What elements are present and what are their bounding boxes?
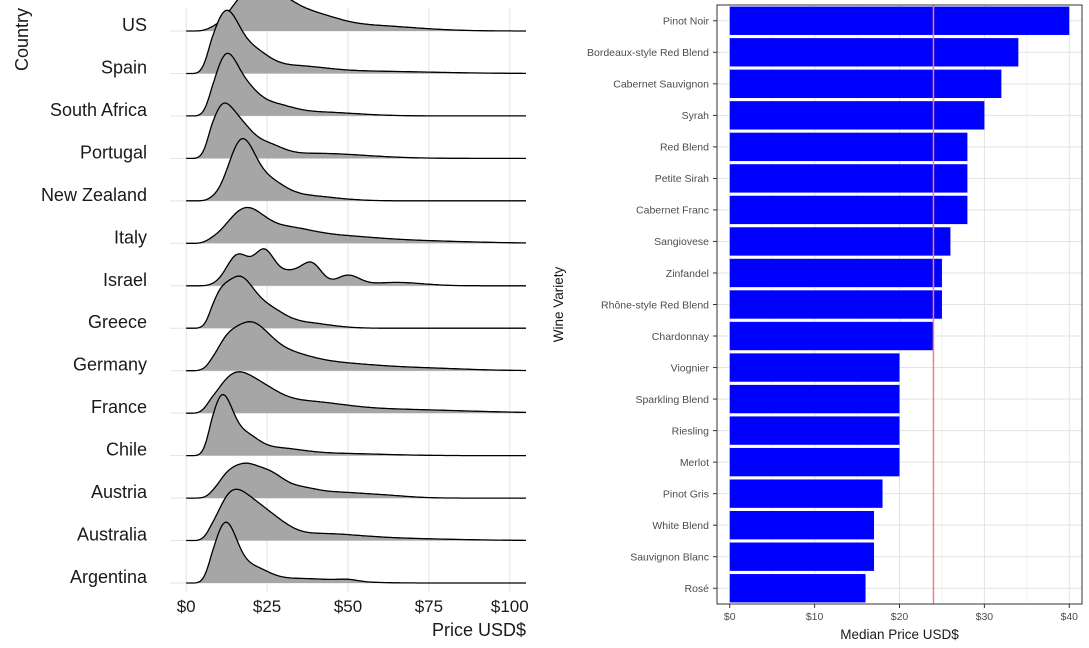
category-label-syrah: Syrah	[682, 110, 710, 122]
density-area-australia	[186, 489, 526, 541]
density-line-australia	[186, 488, 526, 542]
category-label-petite-sirah: Petite Sirah	[655, 173, 709, 185]
bar-zinfandel	[729, 258, 942, 288]
bar-red-blend	[729, 132, 968, 162]
x-tick-label: $0	[724, 611, 736, 623]
bar-petite-sirah	[729, 164, 968, 193]
bar-merlot	[729, 447, 900, 477]
density-line-argentina	[186, 521, 526, 584]
bar-rose	[729, 574, 866, 603]
category-label-pinot-gris: Pinot Gris	[663, 488, 709, 500]
category-label-white-blend: White Blend	[652, 520, 709, 532]
x-axis-title: Price USD$	[432, 620, 526, 640]
bar-viognier	[729, 353, 900, 382]
density-area-germany	[186, 321, 526, 371]
country-label-france: France	[91, 397, 147, 417]
category-label-riesling: Riesling	[672, 425, 710, 437]
bar-sauvignon-blanc	[729, 542, 875, 571]
country-label-portugal: Portugal	[80, 142, 147, 162]
category-label-zinfandel: Zinfandel	[666, 268, 709, 280]
category-label-viognier: Viognier	[671, 362, 710, 374]
category-label-pinot-noir: Pinot Noir	[663, 16, 710, 28]
x-tick-label: $0	[177, 597, 196, 616]
bar-riesling	[729, 416, 900, 445]
country-label-germany: Germany	[73, 355, 147, 375]
density-line-new-zealand	[186, 137, 526, 202]
density-line-us	[186, 0, 526, 32]
bar-rhone-style-red-blend	[729, 290, 942, 319]
density-line-france	[186, 371, 526, 414]
bar-bordeaux-style-red-blend	[729, 38, 1019, 67]
density-area-us	[186, 0, 526, 31]
x-tick-label: $40	[1061, 611, 1079, 623]
y-axis-title: Wine Variety	[551, 266, 566, 342]
x-tick-label: $25	[253, 597, 281, 616]
density-line-austria	[186, 462, 526, 499]
density-area-israel	[186, 248, 526, 286]
ridgeline-chart: Argentina Australia Austria Chile France Germ…	[12, 0, 529, 640]
category-label-rose: Rosé	[684, 583, 709, 595]
bar-chart: Pinot Noir Bordeaux-style Red Blend Cabern…	[551, 4, 1083, 642]
density-line-chile	[186, 393, 526, 457]
bar-cabernet-sauvignon	[729, 69, 1002, 99]
country-label-spain: Spain	[101, 57, 147, 77]
bar-cabernet-franc	[729, 195, 968, 225]
category-label-cabernet-sauvignon: Cabernet Sauvignon	[613, 79, 709, 91]
density-line-south-africa	[186, 52, 526, 117]
bar-pinot-gris	[729, 479, 883, 508]
x-tick-label: $30	[976, 611, 994, 623]
y-axis-title: Country	[12, 8, 32, 71]
x-axis-title: Median Price USD$	[840, 627, 959, 642]
density-line-israel	[186, 248, 526, 287]
density-area-france	[186, 371, 526, 414]
bar-pinot-noir	[729, 6, 1070, 35]
density-area-italy	[186, 207, 526, 244]
country-label-us: US	[122, 15, 147, 35]
density-line-germany	[186, 321, 526, 372]
category-label-cabernet-franc: Cabernet Franc	[636, 205, 709, 217]
category-label-sangiovese: Sangiovese	[654, 236, 709, 248]
density-line-italy	[186, 206, 526, 244]
bar-syrah	[729, 101, 985, 130]
density-line-spain	[186, 9, 526, 75]
country-label-argentina: Argentina	[70, 567, 148, 587]
country-label-greece: Greece	[88, 312, 147, 332]
density-area-portugal	[186, 103, 526, 159]
country-label-australia: Australia	[77, 525, 148, 545]
density-line-portugal	[186, 102, 526, 160]
x-tick-label: $20	[891, 611, 909, 623]
category-label-chardonnay: Chardonnay	[652, 331, 710, 343]
x-tick-label: $100	[491, 597, 529, 616]
x-tick-label: $10	[806, 611, 824, 623]
country-label-new-zealand: New Zealand	[41, 185, 147, 205]
x-tick-label: $50	[334, 597, 362, 616]
category-label-rhone-style-red-blend: Rhône-style Red Blend	[601, 299, 709, 311]
bar-sangiovese	[729, 227, 951, 256]
bar-sparkling-blend	[729, 384, 900, 414]
x-tick-label: $75	[415, 597, 443, 616]
bar-chardonnay	[729, 321, 934, 351]
category-label-sparkling-blend: Sparkling Blend	[635, 394, 709, 406]
category-label-bordeaux-style-red-blend: Bordeaux-style Red Blend	[587, 47, 709, 59]
density-area-chile	[186, 394, 526, 456]
country-label-austria: Austria	[91, 482, 148, 502]
country-label-south-africa: South Africa	[50, 100, 148, 120]
category-label-sauvignon-blanc: Sauvignon Blanc	[630, 552, 709, 564]
country-label-israel: Israel	[103, 270, 147, 290]
density-area-new-zealand	[186, 138, 526, 201]
category-label-merlot: Merlot	[680, 457, 709, 469]
density-area-greece	[186, 276, 526, 329]
density-line-greece	[186, 275, 526, 329]
bar-white-blend	[729, 510, 875, 540]
country-label-chile: Chile	[106, 440, 147, 460]
category-label-red-blend: Red Blend	[660, 142, 709, 154]
density-area-argentina	[186, 522, 526, 583]
country-label-italy: Italy	[114, 227, 147, 247]
